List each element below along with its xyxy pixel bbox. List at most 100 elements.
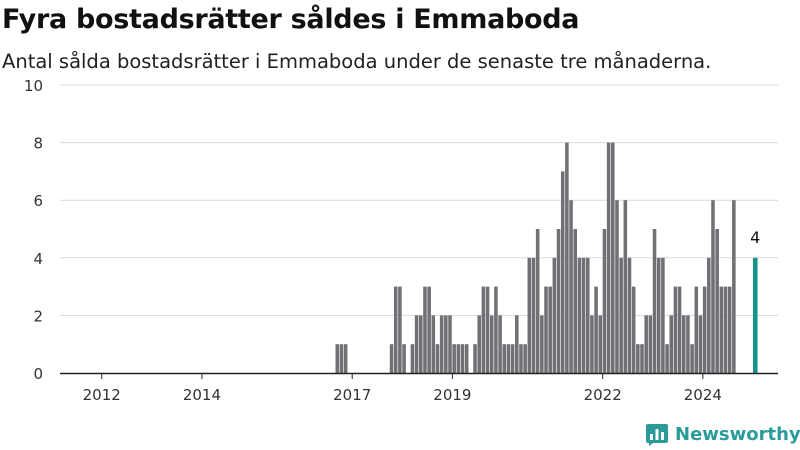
x-axis: 2012 2014 2017 2019 2022 2024 <box>60 372 778 404</box>
bar <box>619 257 623 373</box>
bar <box>573 229 578 373</box>
bar <box>598 315 603 373</box>
bar <box>335 344 340 373</box>
bar <box>552 257 557 373</box>
bar <box>673 286 678 373</box>
bar <box>590 315 594 373</box>
bar <box>681 315 686 373</box>
bar <box>423 286 427 373</box>
bar <box>702 286 707 373</box>
bar <box>707 257 711 373</box>
x-tick-label: 2012 <box>83 386 121 404</box>
bar <box>523 344 527 373</box>
bar <box>677 286 682 373</box>
x-tick-label: 2017 <box>333 386 371 404</box>
bar <box>648 315 653 373</box>
bar <box>535 229 540 373</box>
bar <box>602 229 607 373</box>
bar <box>585 257 590 373</box>
bar <box>435 344 440 373</box>
bar <box>419 315 423 373</box>
bar <box>719 286 724 373</box>
y-tick-label: 0 <box>33 365 43 383</box>
bar <box>544 286 548 373</box>
gridlines <box>60 84 778 316</box>
bar-chart-logo-icon <box>646 424 668 446</box>
bar <box>656 257 661 373</box>
bar <box>485 286 490 373</box>
bar <box>577 257 582 373</box>
bar <box>569 200 573 373</box>
bar <box>448 315 452 373</box>
bar <box>515 315 519 373</box>
bar <box>460 344 465 373</box>
bar <box>477 315 481 373</box>
bar <box>498 315 502 373</box>
bar <box>510 344 515 373</box>
bar <box>732 200 736 373</box>
bar <box>665 344 669 373</box>
bar <box>698 315 703 373</box>
bar <box>502 344 507 373</box>
highlight-value-label: 4 <box>750 228 760 247</box>
bar <box>519 344 523 373</box>
bar <box>669 315 674 373</box>
bar <box>556 229 561 373</box>
bar <box>506 344 511 373</box>
bar <box>615 200 619 373</box>
bar <box>623 200 628 373</box>
bar <box>481 286 486 373</box>
bar <box>565 142 569 373</box>
y-tick-label: 6 <box>33 192 43 210</box>
bar <box>594 286 598 373</box>
x-tick-label: 2014 <box>183 386 221 404</box>
bar <box>389 344 394 373</box>
bar <box>402 344 406 373</box>
bar <box>560 171 565 373</box>
bar <box>343 344 348 373</box>
page-title: Fyra bostadsrätter såldes i Emmaboda <box>2 4 580 35</box>
bar <box>690 344 694 373</box>
data-labels: 4 <box>750 228 760 247</box>
bar <box>723 286 728 373</box>
bar <box>727 286 732 373</box>
bar <box>431 315 436 373</box>
bar <box>473 344 477 373</box>
brand-name: Newsworthy <box>675 423 800 445</box>
bar <box>636 344 640 373</box>
bar <box>339 344 344 373</box>
bar <box>398 286 402 373</box>
bar <box>414 315 419 373</box>
bar <box>631 286 636 373</box>
bar <box>452 344 456 373</box>
bar <box>489 315 494 373</box>
y-tick-label: 4 <box>33 250 43 268</box>
bar <box>686 315 690 373</box>
highlight-bar <box>752 257 758 373</box>
bar <box>464 344 469 373</box>
bar <box>540 315 544 373</box>
bar <box>644 315 648 373</box>
bars <box>335 142 758 373</box>
y-tick-label: 2 <box>33 307 43 325</box>
bar <box>494 286 498 373</box>
bar <box>393 286 398 373</box>
bar <box>661 257 665 373</box>
x-tick-label: 2019 <box>433 386 471 404</box>
bar <box>652 229 657 373</box>
y-axis-ticks: 0 2 4 6 8 10 <box>24 77 43 383</box>
bar <box>694 286 699 373</box>
bar <box>456 344 461 373</box>
page-subtitle: Antal sålda bostadsrätter i Emmaboda und… <box>2 50 712 73</box>
x-tick-label: 2022 <box>584 386 622 404</box>
x-tick-label: 2024 <box>684 386 722 404</box>
newsworthy-logo[interactable]: Newsworthy <box>645 420 800 448</box>
bar <box>627 257 632 373</box>
bar <box>439 315 444 373</box>
bar <box>611 142 615 373</box>
bar <box>715 229 719 373</box>
y-tick-label: 8 <box>33 135 43 153</box>
bar <box>444 315 448 373</box>
bar <box>606 142 611 373</box>
